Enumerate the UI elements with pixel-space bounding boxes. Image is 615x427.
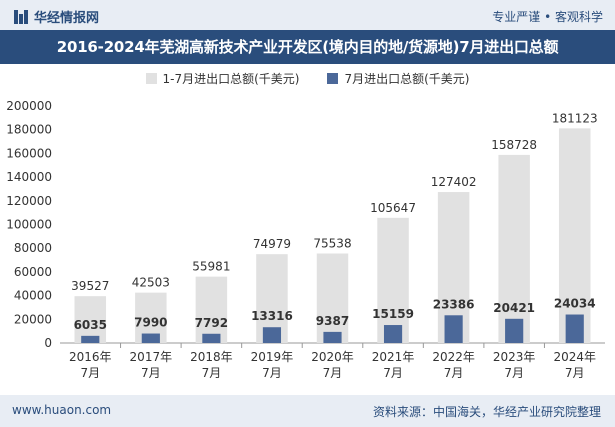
x-tick-label: 2021年: [372, 350, 415, 364]
bar-total: [195, 276, 228, 343]
data-label-july: 7990: [134, 316, 167, 330]
top-bar: 华经情报网 专业严谨 • 客观科学: [0, 0, 615, 30]
bar-july: [383, 325, 403, 343]
x-tick-label: 2016年: [69, 350, 112, 364]
x-tick-label: 7月: [202, 366, 222, 380]
x-tick-label: 2024年: [553, 350, 596, 364]
bar-july: [262, 327, 282, 343]
data-label-total: 39527: [71, 279, 109, 293]
y-tick-label: 100000: [6, 218, 52, 232]
tagline: 专业严谨 • 客观科学: [492, 10, 603, 24]
chart-title: 2016-2024年芜湖高新技术产业开发区(境内目的地/货源地)7月进出口总额: [0, 30, 615, 64]
legend-item-july: 7月进出口总额(千美元): [327, 70, 469, 87]
data-label-total: 105647: [370, 201, 416, 215]
data-label-total: 74979: [253, 237, 291, 251]
x-tick-label: 7月: [323, 366, 343, 380]
bar-total: [377, 217, 409, 343]
x-tick-label: 2023年: [493, 350, 536, 364]
bar-july: [505, 318, 524, 343]
bar-total: [74, 296, 107, 343]
x-tick-label: 2020年: [311, 350, 354, 364]
x-tick-label: 7月: [141, 366, 161, 380]
legend-swatch-july: [327, 72, 339, 84]
bar-total: [498, 154, 530, 343]
bar-july: [141, 333, 160, 343]
brand-logo-icon: [14, 9, 28, 24]
footer-website: www.huaon.com: [12, 403, 112, 417]
x-tick-label: 7月: [444, 366, 464, 380]
y-tick-label: 120000: [6, 194, 52, 208]
data-label-total: 158728: [491, 138, 537, 152]
brand-name: 华经情报网: [34, 11, 100, 26]
data-label-july: 23386: [433, 297, 475, 311]
x-tick-label: 7月: [80, 366, 100, 380]
bar-july: [444, 315, 463, 343]
legend-label-july: 7月进出口总额(千美元): [344, 71, 470, 86]
y-tick-label: 20000: [14, 312, 52, 326]
data-label-total: 127402: [431, 175, 477, 189]
x-tick-label: 2022年: [432, 350, 475, 364]
data-label-july: 24034: [554, 297, 596, 311]
data-label-july: 13316: [251, 309, 293, 323]
bar-chart: 0 20000 40000 60000 80000 100000 120000 140000 1…: [6, 99, 605, 380]
x-tick-label: 7月: [383, 366, 403, 380]
y-tick-label: 40000: [14, 289, 52, 303]
x-tick-label: 2018年: [190, 350, 233, 364]
legend-item-total: 1-7月进出口总额(千美元): [145, 70, 300, 87]
bar-july: [202, 333, 221, 343]
data-label-july: 15159: [372, 307, 414, 321]
y-tick-label: 80000: [14, 241, 52, 255]
footer: www.huaon.com 资料来源：中国海关，华经产业研究院整理: [0, 395, 615, 427]
data-label-total: 75538: [313, 236, 351, 250]
x-tick-label: 7月: [565, 366, 585, 380]
footer-source: 资料来源：中国海关，华经产业研究院整理: [372, 405, 601, 419]
data-label-total: 181123: [552, 111, 598, 125]
legend: 1-7月进出口总额(千美元) 7月进出口总额(千美元): [0, 68, 615, 88]
y-tick-label: 0: [44, 336, 52, 350]
data-label-july: 7792: [195, 316, 228, 330]
y-tick-label: 140000: [6, 170, 52, 184]
y-tick-label: 180000: [6, 123, 52, 137]
y-tick-label: 60000: [14, 265, 52, 279]
brand: 华经情报网: [14, 7, 99, 26]
bar-july: [565, 314, 584, 343]
data-label-july: 20421: [493, 301, 535, 315]
legend-label-total: 1-7月进出口总额(千美元): [162, 71, 300, 86]
bar-total: [316, 253, 349, 343]
x-tick-label: 2019年: [251, 350, 294, 364]
bar-july: [81, 335, 100, 343]
data-label-total: 55981: [192, 260, 230, 274]
data-label-total: 42503: [132, 276, 170, 290]
y-tick-label: 200000: [6, 99, 52, 113]
x-tick-label: 7月: [504, 366, 524, 380]
legend-swatch-total: [145, 72, 157, 84]
x-tick-label: 7月: [262, 366, 282, 380]
y-tick-label: 160000: [6, 146, 52, 160]
data-label-july: 6035: [74, 318, 107, 332]
data-label-july: 9387: [316, 314, 349, 328]
bar-july: [323, 331, 342, 343]
x-tick-label: 2017年: [130, 350, 173, 364]
bar-total: [558, 128, 591, 343]
